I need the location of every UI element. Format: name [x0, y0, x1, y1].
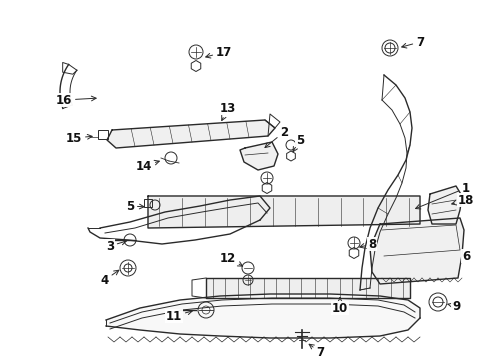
Text: 4: 4 [101, 270, 119, 287]
Text: 8: 8 [360, 238, 376, 251]
Polygon shape [370, 218, 464, 284]
Polygon shape [206, 278, 410, 298]
Text: 13: 13 [220, 102, 236, 121]
Text: 9: 9 [448, 300, 460, 312]
Text: 3: 3 [106, 239, 126, 252]
Text: 16: 16 [56, 94, 96, 107]
Text: 18: 18 [452, 194, 474, 207]
Text: 5: 5 [293, 134, 304, 152]
Polygon shape [106, 294, 420, 338]
Text: 7: 7 [309, 344, 324, 359]
Text: 7: 7 [402, 36, 424, 49]
Text: 2: 2 [265, 126, 288, 148]
Text: 11: 11 [166, 310, 192, 323]
Text: 15: 15 [66, 131, 92, 144]
Text: 5: 5 [126, 199, 144, 212]
Text: 1: 1 [416, 181, 470, 209]
Text: 17: 17 [206, 45, 232, 58]
Text: 12: 12 [220, 252, 243, 266]
Bar [98, 130, 108, 139]
Text: 14: 14 [136, 159, 159, 172]
Bar [144, 199, 152, 207]
Polygon shape [240, 142, 278, 170]
Polygon shape [107, 120, 275, 148]
Polygon shape [148, 196, 420, 228]
Text: 10: 10 [332, 298, 348, 315]
Polygon shape [428, 186, 462, 224]
Text: 6: 6 [462, 249, 470, 262]
